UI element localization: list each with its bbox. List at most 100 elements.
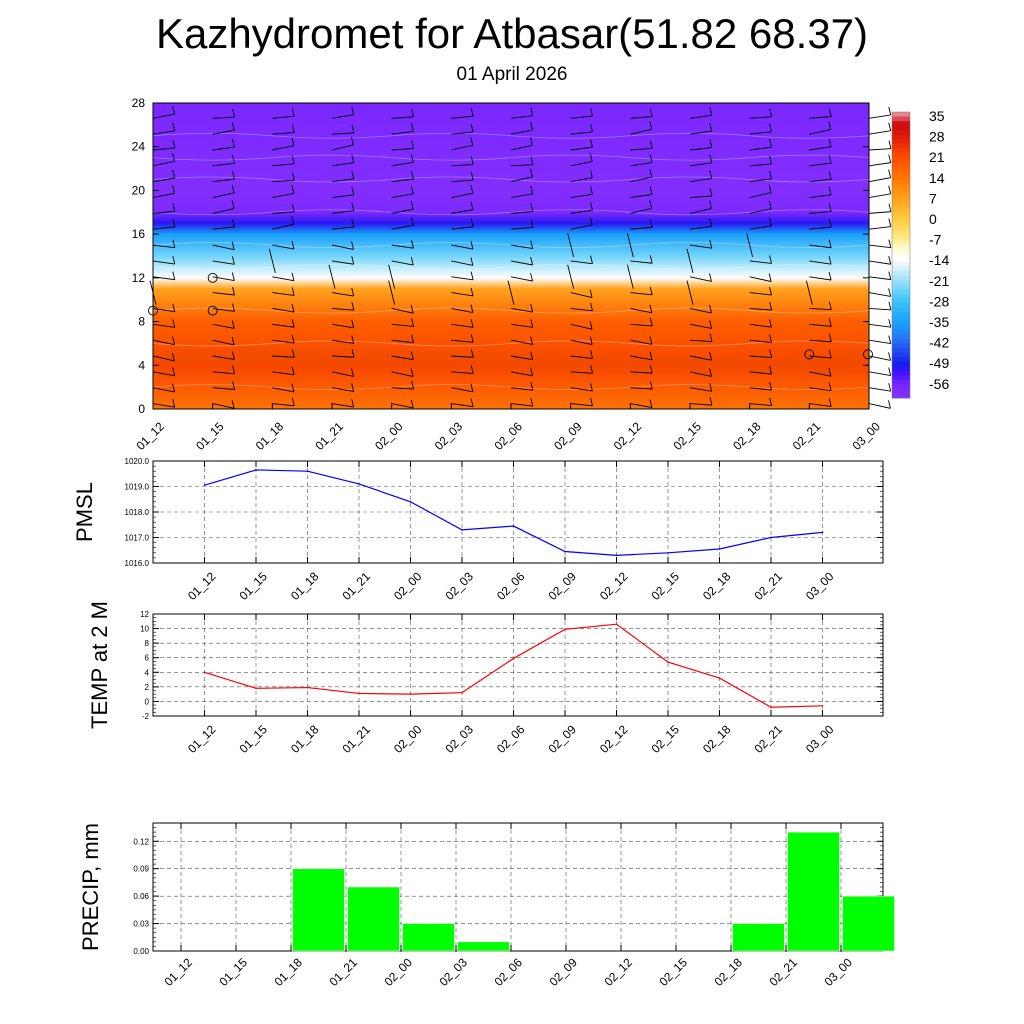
wind-barb-flag xyxy=(589,153,593,162)
wind-barb xyxy=(451,244,474,250)
wind-barb-flag xyxy=(888,154,892,163)
plot-frame xyxy=(152,613,884,717)
wind-barb xyxy=(868,403,891,409)
calm-circle xyxy=(207,272,218,283)
wind-barb xyxy=(809,387,832,392)
wind-barb xyxy=(510,227,533,230)
pmsl-ylabel: PMSL xyxy=(72,482,97,542)
wind-barb-flag xyxy=(649,200,653,209)
wind-barb-flag xyxy=(828,349,832,359)
colorbar-box xyxy=(892,243,910,249)
wind-barb xyxy=(331,144,354,151)
x-tick-label: 02_09 xyxy=(546,955,580,989)
wind-barb xyxy=(152,177,175,183)
wind-barb xyxy=(809,276,832,281)
wind-barb-flag xyxy=(470,240,474,250)
wind-barb-flag xyxy=(291,155,295,164)
colorbar-box xyxy=(892,357,910,363)
wind-barb-flag xyxy=(172,367,176,376)
wind-barb xyxy=(152,244,175,249)
wind-barb xyxy=(868,308,891,311)
wind-barb xyxy=(152,160,175,167)
wind-barb-flag xyxy=(291,319,295,328)
wind-barb-flag xyxy=(470,156,474,165)
y-tick-label: 0 xyxy=(145,697,150,706)
wind-barb xyxy=(331,194,354,198)
wind-barb-flag xyxy=(888,301,892,311)
wind-barb xyxy=(686,248,694,274)
colorbar-box xyxy=(892,316,910,322)
colorbar-box xyxy=(892,189,910,195)
wind-barb xyxy=(272,244,295,250)
x-tick-label: 01_12 xyxy=(185,722,219,756)
wind-barb-flag xyxy=(232,139,235,148)
precip-bar xyxy=(457,941,510,952)
colorbar-box xyxy=(892,338,910,344)
wind-barb xyxy=(331,403,354,408)
wind-barb-flag xyxy=(709,107,713,116)
wind-barb-flag xyxy=(411,108,415,117)
wind-barb xyxy=(272,145,295,151)
temp-point xyxy=(409,693,412,695)
x-tick-label: 02_06 xyxy=(494,722,528,756)
colorbar-box xyxy=(892,293,910,299)
colorbar-label: -35 xyxy=(929,314,949,330)
wind-barb xyxy=(272,163,295,167)
wind-barb-flag xyxy=(589,336,593,345)
wind-barb xyxy=(152,226,175,230)
wind-barb xyxy=(212,226,235,230)
temp-point xyxy=(255,687,257,690)
wind-barb-flag xyxy=(291,383,295,392)
wind-barb xyxy=(570,224,593,230)
wind-barb xyxy=(391,323,414,327)
wind-barb-flag xyxy=(888,203,892,212)
wind-barb-flag xyxy=(411,240,414,249)
colorbar-box xyxy=(892,121,910,127)
colorbar-box xyxy=(892,239,910,245)
wind-barb xyxy=(391,208,414,214)
wind-barb xyxy=(331,114,354,119)
wind-barb-flag xyxy=(709,304,712,314)
wind-barb xyxy=(749,225,772,230)
wind-barb-flag xyxy=(291,216,295,225)
temp-ylabel: TEMP at 2 M xyxy=(87,601,112,729)
wind-barb xyxy=(689,195,712,198)
chart-subtitle: 01 April 2026 xyxy=(456,64,568,85)
wind-barb-flag xyxy=(649,336,653,345)
wind-barb-flag xyxy=(470,123,474,133)
wind-barb xyxy=(630,176,652,183)
wind-barb-flag xyxy=(351,124,355,134)
wind-barb-flag xyxy=(291,124,295,133)
wind-barb xyxy=(272,115,295,119)
wind-barb xyxy=(451,387,474,393)
x-tick-label: 01_21 xyxy=(339,569,373,603)
colorbar: 35 28 21 14 7 0 -7 -14 -21 -28 -35 -42 -49 -56 xyxy=(891,108,949,399)
wind-barb-flag xyxy=(351,136,354,146)
wind-barb-flag xyxy=(649,365,653,374)
x-tick-label: 01_12 xyxy=(185,569,219,603)
wind-barb xyxy=(510,210,533,214)
colorbar-label: -56 xyxy=(929,376,949,392)
wind-barb-flag xyxy=(410,368,414,377)
pmsl-point xyxy=(461,529,463,531)
x-tick-label: 02_12 xyxy=(611,419,645,453)
wind-barb xyxy=(689,355,712,361)
wind-barb-flag xyxy=(649,168,653,178)
wind-barb xyxy=(212,192,235,198)
wind-barb-flag xyxy=(530,203,534,212)
wind-barb xyxy=(570,355,593,359)
wind-barb-flag xyxy=(828,218,832,228)
wind-barb xyxy=(749,387,772,391)
wind-barb xyxy=(272,276,295,282)
wind-barb xyxy=(451,339,474,343)
cross-section-panel: 0 4 8 12 16 20 24 28 01_12 01_15 01_18 01_21 02_00 02… xyxy=(132,96,892,453)
wind-barb xyxy=(331,292,354,297)
wind-barb xyxy=(689,130,712,135)
wind-barb xyxy=(689,114,712,119)
wind-barb-flag xyxy=(828,186,832,195)
wind-barb xyxy=(570,403,593,407)
wind-barb-flag xyxy=(888,288,892,297)
x-tick-label: 02_09 xyxy=(545,569,579,603)
wind-barb-flag xyxy=(351,106,355,115)
wind-barb-flag xyxy=(649,219,653,228)
